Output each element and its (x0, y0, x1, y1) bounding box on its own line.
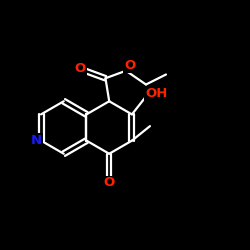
Text: OH: OH (145, 87, 168, 100)
Text: N: N (31, 134, 42, 147)
Text: O: O (124, 59, 135, 72)
Text: O: O (104, 176, 115, 190)
Text: O: O (74, 62, 86, 75)
